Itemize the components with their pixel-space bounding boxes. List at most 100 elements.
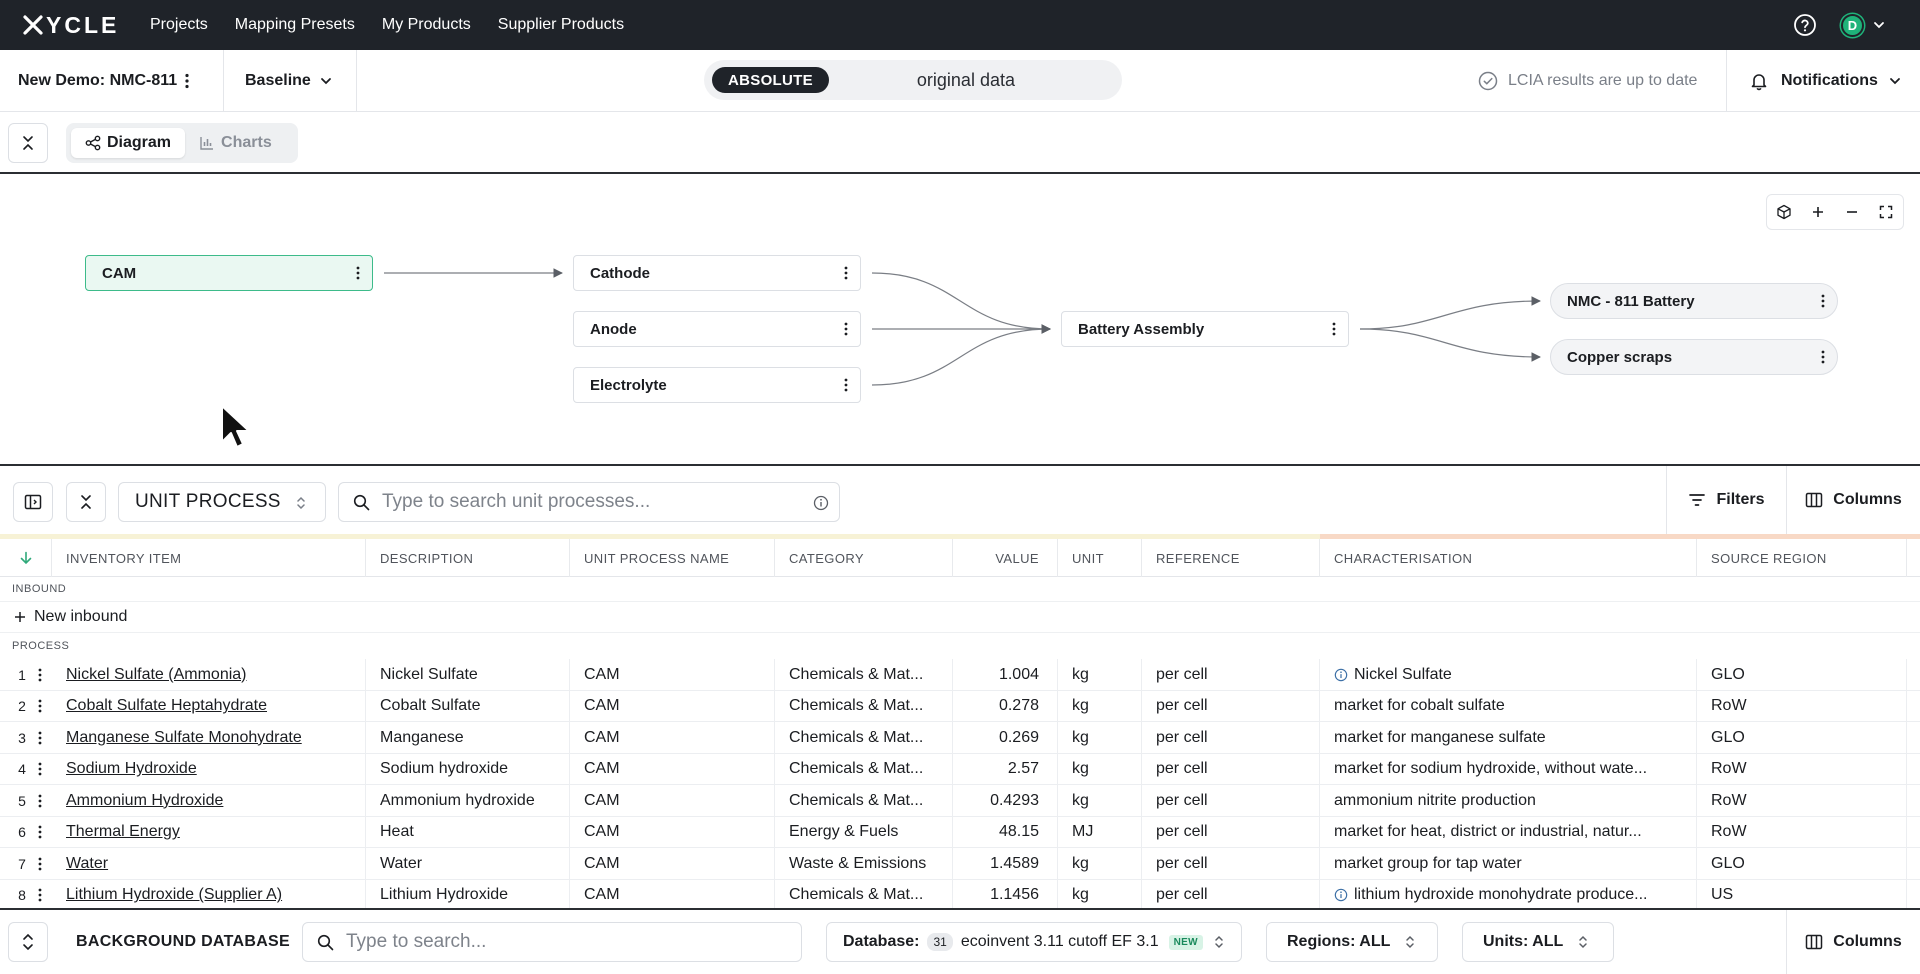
cell-characterisation[interactable]: Nickel Sulfate [1320, 659, 1697, 691]
ycle-logo[interactable]: YCLE [22, 12, 120, 39]
cube-icon[interactable] [1772, 200, 1796, 224]
info-icon[interactable] [1334, 668, 1348, 682]
nav-link-my-products[interactable]: My Products [381, 16, 471, 33]
mode-absolute[interactable]: ABSOLUTE [712, 67, 829, 93]
nav-link-mapping-presets[interactable]: Mapping Presets [234, 16, 355, 33]
header-characterisation[interactable]: CHARACTERISATION [1320, 539, 1697, 577]
data-mode-toggle[interactable]: ABSOLUTE original data [704, 60, 1122, 100]
units-select[interactable]: Units: ALL [1462, 922, 1614, 962]
filters-button[interactable]: Filters [1666, 466, 1786, 534]
database-search-input[interactable] [346, 931, 786, 953]
table-row[interactable]: 7 Water Water CAM Waste & Emissions 1.4589 kg p… [0, 848, 1920, 880]
cell-characterisation[interactable]: market for sodium hydroxide, without wat… [1320, 753, 1697, 785]
table-row[interactable]: 5 Ammonium Hydroxide Ammonium hydroxide CAM… [0, 785, 1920, 817]
expand-database-button[interactable] [8, 922, 48, 962]
header-unit[interactable]: UNIT [1058, 539, 1142, 577]
more-vertical-icon[interactable] [1332, 322, 1336, 336]
scenario-select[interactable]: Baseline [224, 49, 357, 112]
more-vertical-icon[interactable] [32, 659, 48, 691]
cell-inventory-item[interactable]: Manganese Sulfate Monohydrate [52, 722, 366, 754]
more-vertical-icon[interactable] [844, 378, 848, 392]
header-reference[interactable]: REFERENCE [1142, 539, 1320, 577]
cell-value[interactable]: 0.4293 [953, 785, 1058, 817]
table-row[interactable]: 4 Sodium Hydroxide Sodium hydroxide CAM Chem… [0, 753, 1920, 786]
cell-characterisation[interactable]: market for cobalt sulfate [1320, 690, 1697, 722]
collapse-table-button[interactable] [66, 482, 106, 522]
unit-process-search-input[interactable] [382, 491, 802, 513]
process-diagram-canvas[interactable]: CAM Cathode Anode Electrolyte Battery As… [0, 174, 1920, 466]
cell-inventory-item[interactable]: Lithium Hydroxide (Supplier A) [52, 879, 366, 908]
help-icon[interactable] [1793, 13, 1817, 37]
header-description[interactable]: DESCRIPTION [366, 539, 570, 577]
cell-characterisation[interactable]: lithium hydroxide monohydrate produce... [1320, 879, 1697, 908]
cell-inventory-item[interactable]: Ammonium Hydroxide [52, 785, 366, 817]
node-copper-scraps[interactable]: Copper scraps [1550, 339, 1838, 375]
node-anode[interactable]: Anode [573, 311, 861, 347]
table-row[interactable]: 6 Thermal Energy Heat CAM Energy & Fuels 48.1… [0, 816, 1920, 849]
chevron-down-icon[interactable] [1872, 18, 1886, 32]
new-inbound-button[interactable]: New inbound [0, 601, 1920, 633]
tab-charts[interactable]: Charts [185, 128, 286, 158]
more-vertical-icon[interactable] [1821, 294, 1825, 308]
more-vertical-icon[interactable] [32, 754, 48, 786]
cell-value[interactable]: 1.1456 [953, 879, 1058, 908]
table-row[interactable]: 1 Nickel Sulfate (Ammonia) Nickel Sulfate C… [0, 659, 1920, 691]
cell-inventory-item[interactable]: Nickel Sulfate (Ammonia) [52, 659, 366, 691]
cell-inventory-item[interactable]: Water [52, 848, 366, 880]
zoom-in-icon[interactable] [1806, 200, 1830, 224]
user-avatar[interactable]: D [1841, 13, 1864, 37]
cell-characterisation[interactable]: market group for tap water [1320, 848, 1697, 880]
more-vertical-icon[interactable] [185, 73, 189, 89]
cell-characterisation[interactable]: market for heat, district or industrial,… [1320, 816, 1697, 848]
cell-value[interactable]: 0.278 [953, 690, 1058, 722]
cell-value[interactable]: 0.269 [953, 722, 1058, 754]
more-vertical-icon[interactable] [32, 691, 48, 723]
cell-inventory-item[interactable]: Sodium Hydroxide [52, 753, 366, 785]
cell-inventory-item[interactable]: Cobalt Sulfate Heptahydrate [52, 690, 366, 722]
cell-value[interactable]: 48.15 [953, 816, 1058, 848]
info-icon[interactable] [1334, 888, 1348, 902]
columns-button[interactable]: Columns [1786, 466, 1920, 534]
cell-value[interactable]: 1.004 [953, 659, 1058, 691]
process-type-select[interactable]: UNIT PROCESS [118, 482, 326, 522]
more-vertical-icon[interactable] [844, 266, 848, 280]
regions-select[interactable]: Regions: ALL [1266, 922, 1438, 962]
database-select[interactable]: Database: 31 ecoinvent 3.11 cutoff EF 3.… [826, 922, 1242, 962]
node-electrolyte[interactable]: Electrolyte [573, 367, 861, 403]
cell-inventory-item[interactable]: Thermal Energy [52, 816, 366, 848]
mode-original-data[interactable]: original data [916, 69, 1015, 90]
nav-link-projects[interactable]: Projects [150, 16, 208, 33]
cell-value[interactable]: 2.57 [953, 753, 1058, 785]
notifications-button[interactable]: Notifications [1726, 50, 1920, 112]
node-cam[interactable]: CAM [85, 255, 373, 291]
node-battery-assembly[interactable]: Battery Assembly [1061, 311, 1349, 347]
more-vertical-icon[interactable] [32, 848, 48, 880]
sort-column[interactable] [0, 539, 52, 577]
table-row[interactable]: 2 Cobalt Sulfate Heptahydrate Cobalt Sulfa… [0, 690, 1920, 723]
table-row[interactable]: 3 Manganese Sulfate Monohydrate Manganese C… [0, 722, 1920, 754]
header-category[interactable]: CATEGORY [775, 539, 953, 577]
info-icon[interactable] [813, 495, 829, 511]
more-vertical-icon[interactable] [844, 322, 848, 336]
node-cathode[interactable]: Cathode [573, 255, 861, 291]
project-name[interactable]: New Demo: NMC-811 [0, 49, 224, 112]
more-vertical-icon[interactable] [1821, 350, 1825, 364]
nav-link-supplier-products[interactable]: Supplier Products [497, 16, 625, 33]
cell-characterisation[interactable]: ammonium nitrite production [1320, 785, 1697, 817]
table-row[interactable]: 8 Lithium Hydroxide (Supplier A) Lithium H… [0, 879, 1920, 909]
cell-characterisation[interactable]: market for manganese sulfate [1320, 722, 1697, 754]
cell-value[interactable]: 1.4589 [953, 848, 1058, 880]
more-vertical-icon[interactable] [356, 266, 360, 280]
header-value[interactable]: VALUE [953, 539, 1058, 577]
fullscreen-icon[interactable] [1874, 200, 1898, 224]
more-vertical-icon[interactable] [32, 880, 48, 909]
more-vertical-icon[interactable] [32, 785, 48, 817]
header-unit-process-name[interactable]: UNIT PROCESS NAME [570, 539, 775, 577]
more-vertical-icon[interactable] [32, 817, 48, 849]
database-columns-button[interactable]: Columns [1786, 910, 1920, 974]
collapse-diagram-button[interactable] [8, 123, 48, 163]
more-vertical-icon[interactable] [32, 722, 48, 754]
toggle-sidebar-button[interactable] [13, 482, 53, 522]
header-inventory-item[interactable]: INVENTORY ITEM [52, 539, 366, 577]
zoom-out-icon[interactable] [1840, 200, 1864, 224]
